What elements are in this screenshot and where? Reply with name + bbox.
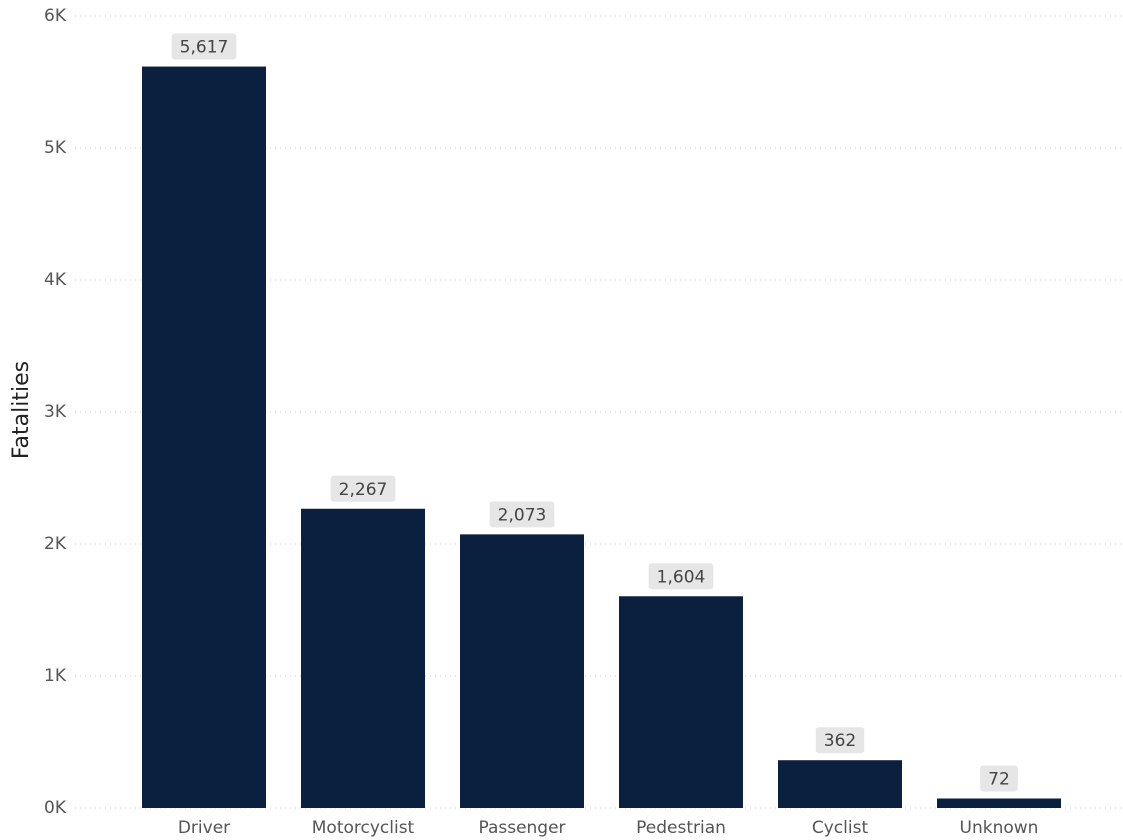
value-label: 2,267 [339,480,388,500]
x-tick-label: Pedestrian [636,818,726,838]
value-label-box [648,563,714,590]
bar [937,798,1061,808]
x-tick-label: Unknown [960,818,1039,838]
value-label-box [489,501,555,528]
x-tick-label: Motorcyclist [312,818,415,838]
y-tick-label: 5K [44,138,67,158]
bar [460,534,584,808]
bar [301,508,425,808]
y-tick-label: 4K [44,270,67,290]
value-label-box [330,475,396,502]
value-label-box [980,765,1018,792]
value-label: 1,604 [657,567,706,587]
value-label: 2,073 [498,505,547,525]
bar [778,760,902,808]
y-tick-label: 1K [44,666,67,686]
y-tick-label: 2K [44,534,67,554]
value-label: 72 [988,769,1010,789]
y-tick-label: 6K [44,6,67,26]
x-tick-label: Driver [178,818,230,838]
value-label-box [171,33,237,60]
bar [142,66,266,808]
value-label: 5,617 [180,38,229,58]
y-tick-label: 3K [44,402,67,422]
y-tick-label: 0K [44,798,67,818]
y-axis-title: Fatalities [9,361,34,459]
bar [619,596,743,808]
x-tick-label: Passenger [478,818,565,838]
value-label-box [815,727,865,754]
x-tick-label: Cyclist [812,818,869,838]
value-label: 362 [824,731,856,751]
